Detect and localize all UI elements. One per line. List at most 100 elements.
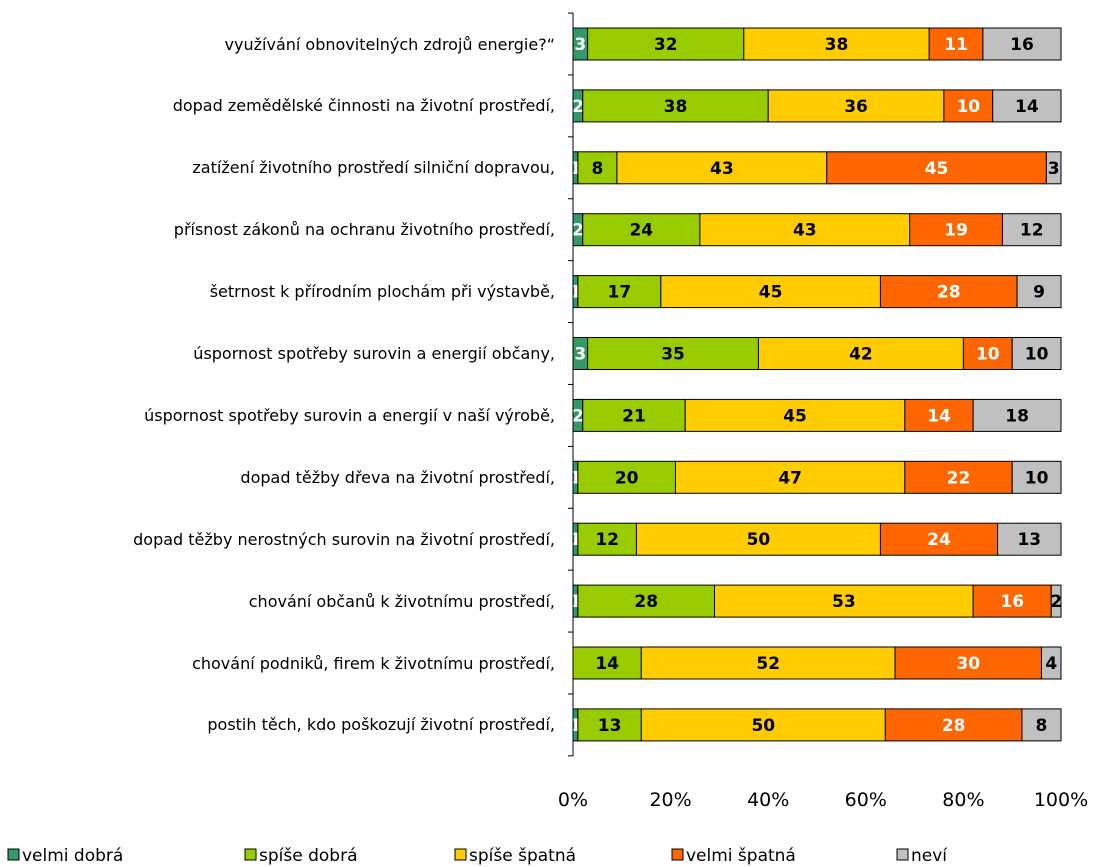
x-tick-label: 60% [845, 789, 887, 811]
bar-segment [894, 646, 1042, 680]
data-label: 2 [572, 221, 584, 241]
bar-segment [587, 27, 745, 61]
bar-segment [660, 275, 881, 309]
bar-segment [1045, 151, 1062, 185]
bar-segment [879, 522, 999, 556]
x-tick-label: 80% [942, 789, 984, 811]
bar-segment [587, 337, 759, 370]
legend-swatch [454, 848, 467, 861]
data-label: 10 [1025, 468, 1049, 488]
bar-segment [582, 89, 769, 123]
data-label: 2 [572, 406, 584, 426]
category-label: přísnost zákonů na ochranu životního pro… [173, 220, 555, 240]
data-label: 45 [925, 159, 949, 179]
data-label: 53 [832, 592, 856, 612]
bar-segment [640, 646, 896, 680]
data-label: 3 [574, 35, 586, 55]
bar-segment [635, 522, 881, 556]
data-label: 12 [595, 530, 619, 550]
x-tick-label: 0% [558, 789, 588, 811]
data-label: 1 [570, 530, 582, 550]
data-label: 11 [944, 35, 968, 55]
data-label: 30 [956, 654, 980, 674]
category-label: zatížení životního prostředí silniční do… [192, 158, 555, 178]
data-label: 13 [598, 716, 622, 736]
legend-swatch [244, 848, 257, 861]
bar-segment [1011, 337, 1062, 370]
data-label: 1 [570, 468, 582, 488]
bar-segment [982, 27, 1062, 61]
data-label: 1 [570, 716, 582, 736]
bar-segment [943, 89, 994, 123]
category-label: chování podniků, firem k životnímu prost… [192, 653, 555, 673]
data-label: 3 [574, 345, 586, 365]
x-tick-label: 20% [649, 789, 691, 811]
data-label: 16 [1000, 592, 1024, 612]
legend-label: spíše dobrá [259, 846, 357, 866]
data-label: 21 [622, 406, 646, 426]
data-label: 10 [956, 97, 980, 117]
data-label: 50 [747, 530, 771, 550]
bar-segment [714, 584, 974, 618]
data-label: 8 [591, 159, 603, 179]
bar-segment [1050, 584, 1062, 618]
bar-segment [904, 460, 1013, 494]
data-label: 12 [1020, 221, 1044, 241]
data-label: 1 [570, 283, 582, 303]
data-label: 45 [783, 406, 807, 426]
x-tick-label: 100% [1034, 789, 1088, 811]
bar-segment [1001, 213, 1062, 247]
data-label: 2 [1050, 592, 1062, 612]
data-label: 17 [608, 283, 632, 303]
bar-segment [674, 460, 906, 494]
bar-segment [972, 398, 1062, 432]
data-label: 10 [976, 345, 1000, 365]
data-label: 32 [654, 35, 678, 55]
data-label: 28 [937, 283, 961, 303]
bar-segment [928, 27, 984, 61]
data-label: 16 [1010, 35, 1034, 55]
bar-segment [1016, 275, 1062, 309]
data-label: 45 [759, 283, 783, 303]
data-label: 14 [595, 654, 619, 674]
data-label: 13 [1017, 530, 1041, 550]
legend-label: velmi špatná [686, 846, 796, 866]
bar-segment [1040, 646, 1062, 680]
data-label: 10 [1025, 345, 1049, 365]
data-label: 28 [634, 592, 658, 612]
data-label: 28 [942, 716, 966, 736]
category-label: úspornost spotřeby surovin a energií obč… [193, 344, 555, 363]
bar-segment [884, 708, 1023, 742]
bar-segment [616, 151, 828, 185]
data-label: 14 [1015, 97, 1039, 117]
data-label: 20 [615, 468, 639, 488]
data-label: 35 [661, 345, 685, 365]
legend-label: spíše špatná [469, 846, 576, 866]
legend-label: neví [911, 846, 948, 866]
bar-segment [879, 275, 1018, 309]
data-label: 36 [844, 97, 868, 117]
bar-segment [684, 398, 906, 432]
bar-segment [699, 213, 911, 247]
legend-swatch [671, 848, 684, 861]
data-label: 1 [570, 159, 582, 179]
bar-segment [577, 584, 716, 618]
bar-segment [757, 337, 964, 370]
bar-segment [997, 522, 1062, 556]
data-label: 24 [927, 530, 951, 550]
data-label: 14 [927, 406, 951, 426]
legend-swatch [7, 848, 20, 861]
category-label: chování občanů k životnímu prostředí, [248, 591, 555, 611]
data-label: 1 [570, 592, 582, 612]
category-label: využívání obnovitelných zdrojů energie?“ [224, 34, 555, 54]
category-label: dopad těžby dřeva na životní prostředí, [240, 467, 555, 487]
legend-label: velmi dobrá [22, 846, 123, 866]
data-label: 3 [1048, 159, 1060, 179]
legend-swatch [896, 848, 909, 861]
data-label: 18 [1005, 406, 1029, 426]
bar-segment [972, 584, 1052, 618]
bar-segment [582, 213, 701, 247]
category-label: postih těch, kdo poškozují životní prost… [207, 715, 555, 735]
bar-segment [1021, 708, 1062, 742]
bar-segment [640, 708, 886, 742]
